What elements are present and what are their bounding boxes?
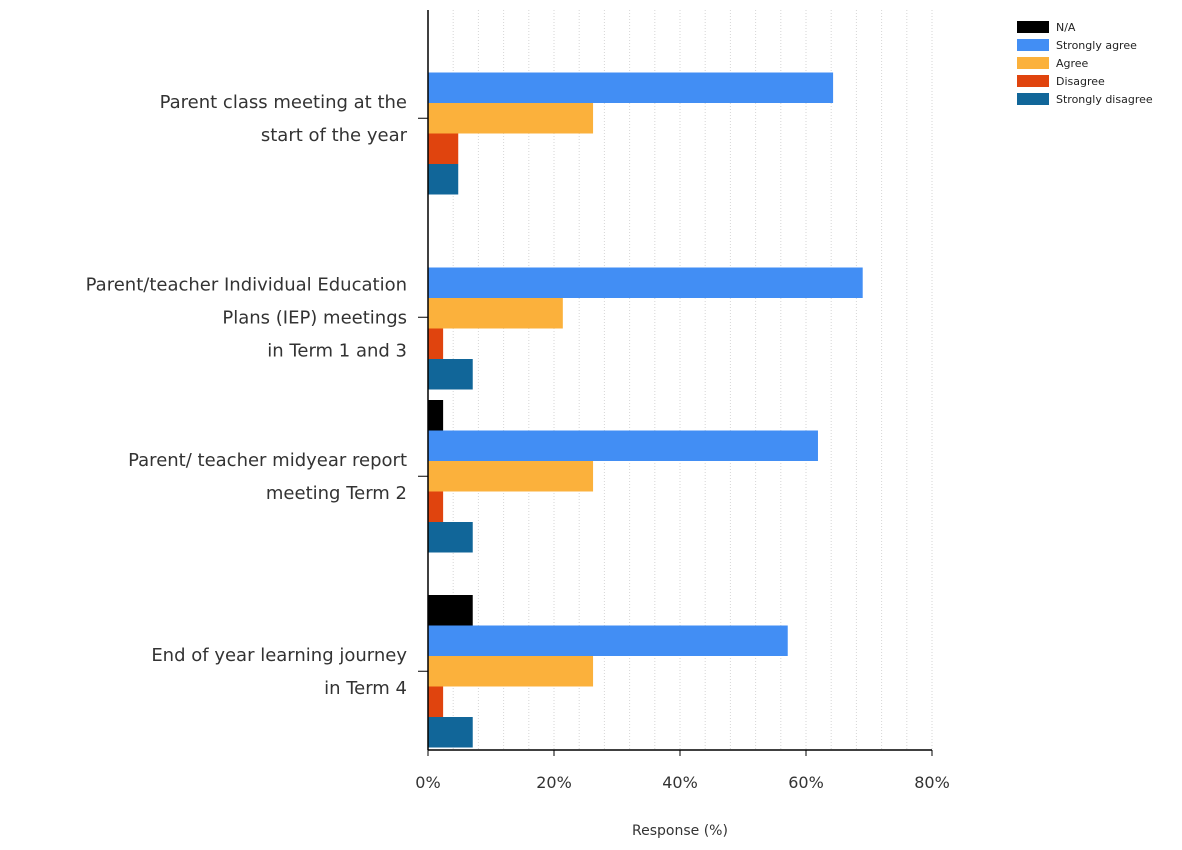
bar (428, 164, 459, 195)
legend-swatch (1017, 75, 1049, 87)
category-label: meeting Term 2 (266, 483, 407, 504)
legend-label: Strongly agree (1056, 39, 1137, 52)
bar (428, 522, 473, 553)
bar (428, 717, 473, 748)
bar (428, 328, 444, 359)
bar (428, 430, 818, 461)
legend-swatch (1017, 39, 1049, 51)
bar (428, 686, 444, 717)
legend-swatch (1017, 21, 1049, 33)
category-label: Parent class meeting at the (160, 92, 407, 113)
x-tick-label: 60% (788, 773, 824, 792)
legend-label: Disagree (1056, 75, 1105, 88)
legend-label: N/A (1056, 21, 1076, 34)
bar (428, 656, 594, 687)
tick-labels: 0% 20% 40% 60% 80% (415, 773, 949, 792)
bar (428, 359, 473, 390)
x-axis-title: Response (%) (632, 823, 728, 839)
legend-label: Agree (1056, 57, 1089, 70)
bar (428, 72, 834, 103)
category-label: Parent/ teacher midyear report (128, 450, 407, 471)
bar (428, 595, 473, 626)
category-label: End of year learning journey (151, 645, 407, 666)
category-label: in Term 1 and 3 (267, 340, 407, 361)
category-label: Parent/teacher Individual Education (86, 274, 407, 295)
category-labels: Parent class meeting at the start of the … (86, 92, 408, 699)
bar (428, 103, 594, 134)
axes (418, 10, 933, 756)
x-tick-label: 80% (914, 773, 950, 792)
x-tick-label: 20% (536, 773, 572, 792)
x-tick-label: 0% (415, 773, 440, 792)
category-label: start of the year (261, 125, 408, 146)
bar (428, 133, 459, 164)
bar (428, 491, 444, 522)
bar (428, 267, 863, 298)
category-label: in Term 4 (324, 678, 407, 699)
category-label: Plans (IEP) meetings (222, 307, 407, 328)
bars (428, 72, 863, 748)
bar (428, 298, 563, 329)
bar (428, 400, 444, 431)
x-tick-label: 40% (662, 773, 698, 792)
bar (428, 625, 788, 656)
bar (428, 461, 594, 492)
legend-label: Strongly disagree (1056, 93, 1153, 106)
legend-swatch (1017, 57, 1049, 69)
legend: N/A Strongly agree Agree Disagree Strongly d… (1017, 21, 1153, 106)
legend-swatch (1017, 93, 1049, 105)
